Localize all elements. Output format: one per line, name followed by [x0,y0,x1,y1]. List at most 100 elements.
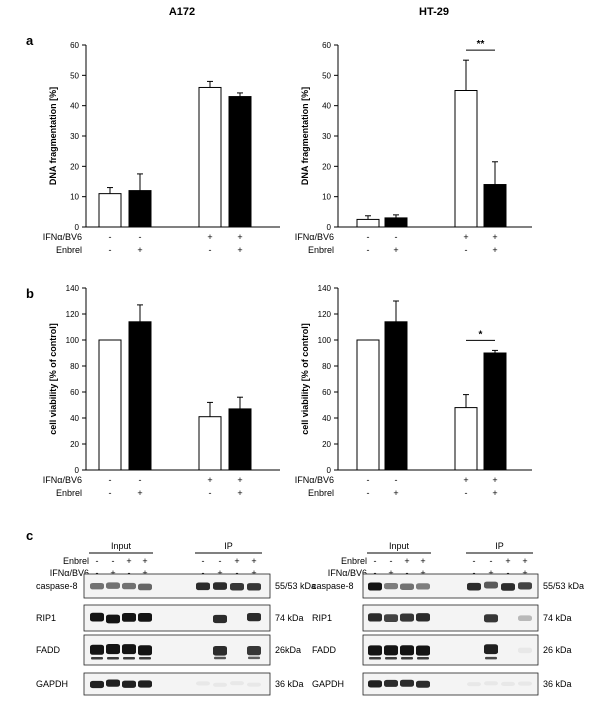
y-tick-label: 0 [327,223,332,232]
treatment-sign: + [207,475,212,485]
treatment-sign: + [237,245,242,255]
blot-band [122,582,136,590]
treatment-sign: + [393,245,398,255]
group-label-ip: IP [224,541,233,551]
header-row-label: Enbrel [63,556,89,566]
bar [98,339,122,471]
blot-strip [83,672,271,696]
blot-band [247,645,261,656]
protein-label: caspase-8 [312,581,354,591]
blot-band [518,647,532,654]
blot-band [384,582,398,590]
blot-band [248,656,260,660]
treatment-sign: - [395,232,398,242]
protein-label: GAPDH [312,679,344,689]
column-title-ht29: HT-29 [419,6,449,18]
header-sign: - [202,556,205,566]
blot-band [384,645,398,656]
blot-band [385,657,397,660]
blot-band [106,582,120,589]
header-sign: - [96,568,99,578]
treatment-sign: + [492,488,497,498]
group-label-input: Input [111,541,132,551]
bar [384,217,408,228]
treatment-sign: - [109,475,112,485]
bar [384,321,408,471]
column-title-a172: A172 [169,6,195,18]
treatment-sign: + [137,245,142,255]
y-tick-label: 20 [322,162,331,171]
header-sign: + [505,556,510,566]
blot-band [122,680,136,688]
treatment-sign: - [109,245,112,255]
size-label: 55/53 kDa [543,581,584,591]
header-sign: - [96,556,99,566]
panel-letter-a: a [26,33,34,48]
blot-band [90,582,104,590]
y-tick-label: 50 [70,71,79,80]
blot-band [106,644,120,655]
y-tick-label: 100 [318,336,332,345]
y-tick-label: 30 [322,132,331,141]
treatment-row-label: IFNα/BV6 [43,232,82,242]
treatment-sign: - [465,245,468,255]
y-axis-label: cell viability [% of control] [300,323,310,435]
blot-band [416,680,430,688]
protein-label: caspase-8 [36,581,78,591]
treatment-row-label: IFNα/BV6 [43,475,82,485]
header-sign: + [234,556,239,566]
header-sign: - [507,568,510,578]
header-sign: + [522,568,527,578]
bar [198,86,222,228]
protein-label: FADD [36,645,61,655]
blot-strip [362,672,539,696]
header-sign: - [473,568,476,578]
header-sign: + [420,568,425,578]
bar [98,193,122,228]
treatment-sign: + [492,475,497,485]
y-tick-label: 120 [318,310,332,319]
treatment-table: IFNα/BV6 - - + + Enbrel - + - + [43,232,243,255]
y-tick-label: 20 [322,440,331,449]
treatment-table: IFNα/BV6 - - + + Enbrel - + - + [43,475,243,498]
blot-band [90,644,104,655]
header-sign: - [202,568,205,578]
bar [128,190,152,228]
header-sign: + [522,556,527,566]
y-tick-label: 10 [70,193,79,202]
bar [356,339,380,471]
treatment-sign: + [237,232,242,242]
blot-band [384,614,398,623]
header-sign: + [488,568,493,578]
size-label: 36 kDa [543,679,572,689]
bar [454,90,478,228]
header-sign: - [406,568,409,578]
y-tick-label: 140 [318,284,332,293]
y-tick-label: 140 [66,284,80,293]
blot-band [484,644,498,655]
header-sign: - [219,556,222,566]
size-label: 74 kDa [543,613,572,623]
blot-band [416,645,430,656]
treatment-sign: - [139,475,142,485]
header-row-label: IFNα/BV6 [50,568,89,578]
chart-b-A172: 0 20 40 60 80 100 120 140 cell viability [% of c… [43,284,280,498]
y-tick-label: 60 [70,41,79,50]
y-tick-label: 80 [322,362,331,371]
y-tick-label: 80 [70,362,79,371]
blot-band [518,582,532,590]
treatment-table: IFNα/BV6 - - + + Enbrel - + - + [295,475,498,498]
blot-band [122,644,136,655]
blot-band [90,612,104,622]
blot-band [518,615,532,622]
y-axis-label: DNA fragmentation [%] [300,87,310,185]
blot-band [122,613,136,622]
treatment-sign: + [463,232,468,242]
header-sign: - [128,568,131,578]
blot-band [401,657,413,660]
blot-band [196,582,210,591]
y-tick-label: 50 [322,71,331,80]
blot-band [368,582,382,591]
group-label-ip: IP [495,541,504,551]
